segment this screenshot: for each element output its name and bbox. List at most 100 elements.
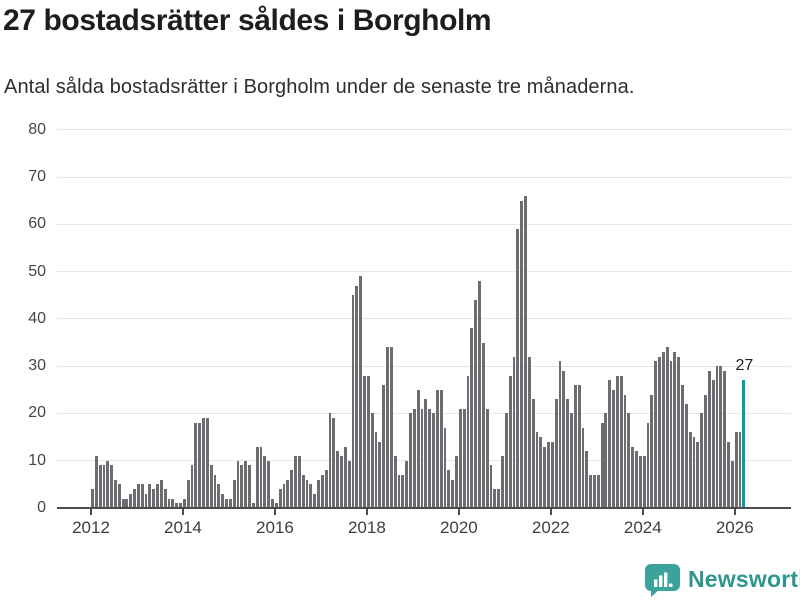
x-axis-tick [181,508,184,515]
chart-bar [198,422,202,508]
chart-bar [186,479,190,508]
chart-bar [424,399,428,508]
chart-bar [723,370,727,508]
chart-bar [635,451,638,508]
chart-bar [228,498,232,508]
chart-bar [577,385,581,508]
gridline [57,365,791,367]
chart-bar [202,418,205,508]
gridline [57,129,791,131]
chart-bar [102,465,106,508]
chart-bar [409,413,412,508]
chart-bar [389,347,393,508]
chart-bar [232,479,236,508]
newsworthy-wordmark: Newsworthy [688,566,800,592]
chart-bar [106,460,110,508]
chart-bar [527,356,531,508]
chart-bar [420,408,424,508]
page-subtitle: Antal sålda bostadsrätter i Borgholm und… [4,76,635,98]
chart-bar [416,389,420,508]
chart-bar [711,380,715,508]
chart-bar [627,413,631,508]
chart-bar [163,489,167,508]
chart-bar [462,408,466,508]
chart-bar [255,446,259,508]
chart-bar [363,375,366,508]
chart-bar [286,479,290,508]
y-axis-label: 80 [28,120,46,138]
chart-bar [240,465,244,508]
y-axis-label: 30 [28,357,46,375]
chart-bar [209,465,213,508]
newsworthy-logo[interactable]: Newsworthy [644,563,800,599]
chart-bar [631,446,635,508]
chart-bar [405,460,409,508]
chart-bar [451,479,455,508]
page-title: 27 bostadsrätter såldes i Borgholm [3,4,492,37]
chart-bar [351,295,355,508]
y-axis-label: 60 [28,215,46,233]
y-axis-label: 20 [28,404,46,422]
chart-bar [332,418,336,508]
chart-bar [301,474,305,508]
chart-bar [596,474,600,508]
gridline [57,460,791,462]
x-axis-line [57,506,791,509]
chart-bar [343,446,347,508]
chart-bar [692,437,696,508]
chart-bar [512,356,516,508]
chart-bar [719,366,723,508]
chart-bar [167,498,171,508]
gridline [57,223,791,225]
chart-bar [638,456,642,508]
chart-bar [604,413,608,508]
newsworthy-icon [645,564,680,597]
chart-bar [309,484,313,508]
chart-bar [324,470,328,508]
chart-bar [547,441,550,508]
chart-bar [144,493,148,508]
chart-bar [493,489,497,508]
y-axis-label: 10 [28,451,46,469]
chart-bar [581,427,585,508]
chart-bar [520,200,524,508]
chart-bar [248,465,251,508]
chart-bar [217,484,221,508]
chart-bar [98,465,102,508]
chart-bar [516,229,520,508]
chart-bar [508,375,512,508]
chart-bar [317,479,320,508]
chart-bar [455,456,458,508]
chart-bar [274,503,278,508]
chart-bar [474,299,478,508]
x-axis-label: 2016 [256,518,294,537]
chart-bar [623,394,627,508]
chart-bar [386,347,389,508]
gridline [57,412,791,414]
x-axis-label: 2018 [347,518,386,537]
chart-bar [600,422,604,508]
chart-bar [661,351,665,508]
gridline [57,271,791,273]
chart-bar [439,389,443,508]
chart-bar [696,441,700,508]
chart-bar [305,479,309,508]
chart-bar [117,484,121,508]
chart-bar [267,460,271,508]
chart-bar [704,394,707,508]
chart-bar [328,413,332,508]
chart-bar [182,498,186,508]
chart-bar [336,451,340,508]
x-axis-tick [641,508,644,515]
chart-bar [251,503,255,508]
x-axis-label: 2022 [531,518,570,537]
chart-bar [501,456,504,508]
y-axis-label: 50 [28,262,46,280]
y-axis-label: 70 [28,168,46,186]
chart-bar [148,484,152,508]
chart-bar [171,498,175,508]
chart-bar [236,460,240,508]
chart-bar [359,276,363,508]
chart-bar [432,413,435,508]
